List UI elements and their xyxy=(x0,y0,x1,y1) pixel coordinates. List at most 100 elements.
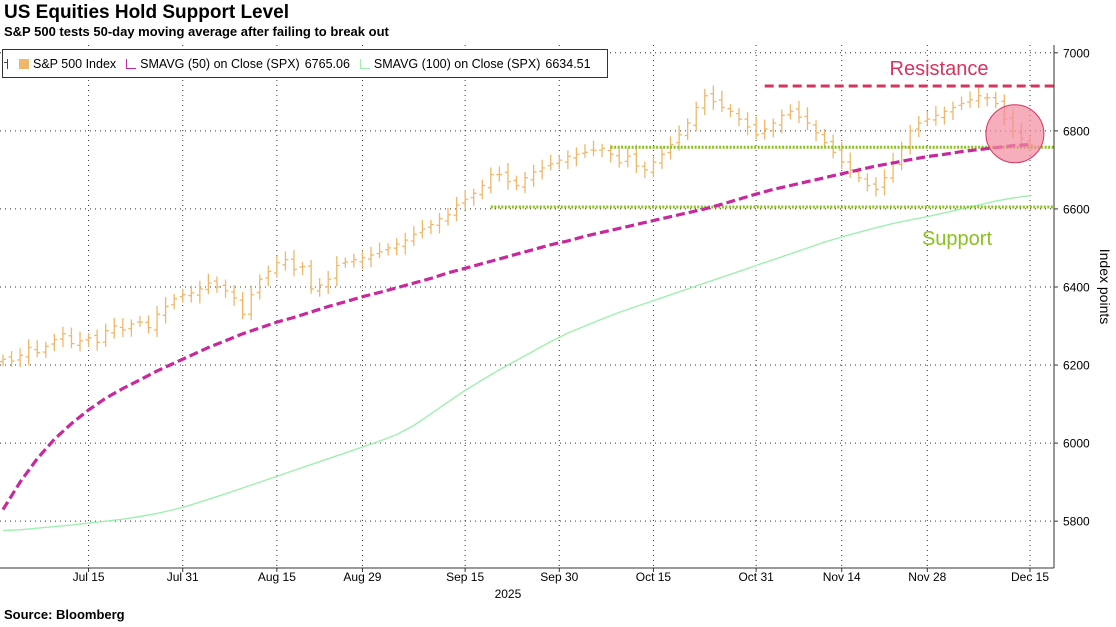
price-bar xyxy=(710,85,717,110)
price-bar xyxy=(342,257,349,268)
price-bar xyxy=(881,169,888,196)
price-bar xyxy=(25,339,32,366)
price-bar xyxy=(59,326,66,348)
x-tick-label: Aug 15 xyxy=(258,570,296,584)
price-bar xyxy=(128,319,135,337)
line-swatch-icon xyxy=(126,58,137,69)
price-bar xyxy=(410,226,417,246)
price-bar xyxy=(445,207,452,226)
price-bar xyxy=(376,242,383,259)
price-bar xyxy=(496,166,503,182)
price-bar xyxy=(94,329,101,351)
legend-label: S&P 500 Index xyxy=(33,56,117,71)
y-tick-label: 6000 xyxy=(1063,437,1090,451)
price-bar xyxy=(830,134,837,159)
level-lines: Resistance Support xyxy=(490,58,1054,250)
price-bar xyxy=(368,246,375,268)
price-bar xyxy=(111,317,118,339)
support-label: Support xyxy=(922,228,992,250)
price-bar xyxy=(299,262,306,276)
price-bar xyxy=(727,103,734,118)
price-bar xyxy=(470,188,477,206)
price-bar xyxy=(864,173,871,192)
price-bar xyxy=(102,323,109,347)
price-bar xyxy=(581,144,588,158)
sma50-line xyxy=(1,142,1031,511)
price-bar xyxy=(145,315,152,334)
resistance-label: Resistance xyxy=(890,58,989,80)
price-bar xyxy=(504,162,511,190)
price-bar xyxy=(693,101,700,132)
price-bar xyxy=(599,143,606,158)
price-bar xyxy=(273,255,280,278)
y-tick-label: 6200 xyxy=(1063,359,1090,373)
series-swatch xyxy=(19,58,29,69)
price-bar xyxy=(787,104,794,120)
price-bar xyxy=(119,318,126,337)
sma100-layer xyxy=(2,195,1031,532)
legend-label: SMAVG (50) on Close (SPX) xyxy=(140,56,300,71)
price-bar xyxy=(290,249,297,277)
price-bar xyxy=(42,341,49,358)
price-bar xyxy=(171,294,178,310)
x-tick-label: Oct 31 xyxy=(738,570,774,584)
price-bar xyxy=(213,276,220,293)
price-bar xyxy=(325,270,332,294)
price-bar xyxy=(419,219,426,239)
price-bar xyxy=(967,91,974,108)
highlight-layer xyxy=(985,104,1045,164)
price-bar xyxy=(462,189,469,210)
price-bar xyxy=(205,273,212,295)
x-tick-label: Nov 28 xyxy=(908,570,946,584)
price-bar xyxy=(941,106,948,125)
price-bar xyxy=(556,155,563,170)
price-bar xyxy=(453,196,460,222)
price-bar xyxy=(890,152,897,183)
x-tick-label: Nov 14 xyxy=(823,570,861,584)
price-bar xyxy=(924,110,931,126)
price-bar xyxy=(539,159,546,180)
price-bar xyxy=(547,154,554,171)
x-tick-label: Dec 15 xyxy=(1011,570,1049,584)
price-bar xyxy=(68,327,75,349)
price-bar xyxy=(350,253,357,268)
price-bar xyxy=(256,274,263,300)
price-bar xyxy=(564,150,571,170)
x-tick-label: Oct 15 xyxy=(636,570,672,584)
price-bar xyxy=(778,109,785,134)
price-bar xyxy=(393,238,400,256)
price-bar xyxy=(590,140,597,157)
price-bar xyxy=(427,219,434,235)
price-bar xyxy=(795,100,802,124)
price-bar xyxy=(684,118,691,141)
source-note: Source: Bloomberg xyxy=(4,607,125,622)
price-bar xyxy=(34,340,41,358)
price-bar xyxy=(872,177,879,197)
price-bar xyxy=(624,148,631,168)
price-bar xyxy=(0,354,6,367)
price-bar xyxy=(282,251,289,271)
price-bar xyxy=(522,171,529,193)
price-bar xyxy=(633,144,640,174)
sma100-line xyxy=(2,195,1031,532)
y-tick-label: 7000 xyxy=(1063,46,1090,60)
legend-label: SMAVG (100) on Close (SPX) xyxy=(373,56,541,71)
ohlc-icon xyxy=(4,58,16,69)
price-bar xyxy=(915,116,922,138)
y-tick-label: 6800 xyxy=(1063,124,1090,138)
price-bar xyxy=(650,156,657,177)
price-bar xyxy=(616,148,623,168)
price-bar xyxy=(385,243,392,256)
sma50-layer xyxy=(1,142,1031,511)
price-bar xyxy=(265,265,272,287)
grid-lines xyxy=(0,45,1054,568)
y-axis-label: Index points xyxy=(1097,249,1113,325)
price-bar xyxy=(77,331,84,352)
price-bar xyxy=(162,297,169,324)
price-bar xyxy=(932,105,939,126)
price-bar xyxy=(239,291,246,319)
price-bar xyxy=(316,278,323,297)
price-bar xyxy=(248,285,255,321)
price-bar xyxy=(188,285,195,303)
